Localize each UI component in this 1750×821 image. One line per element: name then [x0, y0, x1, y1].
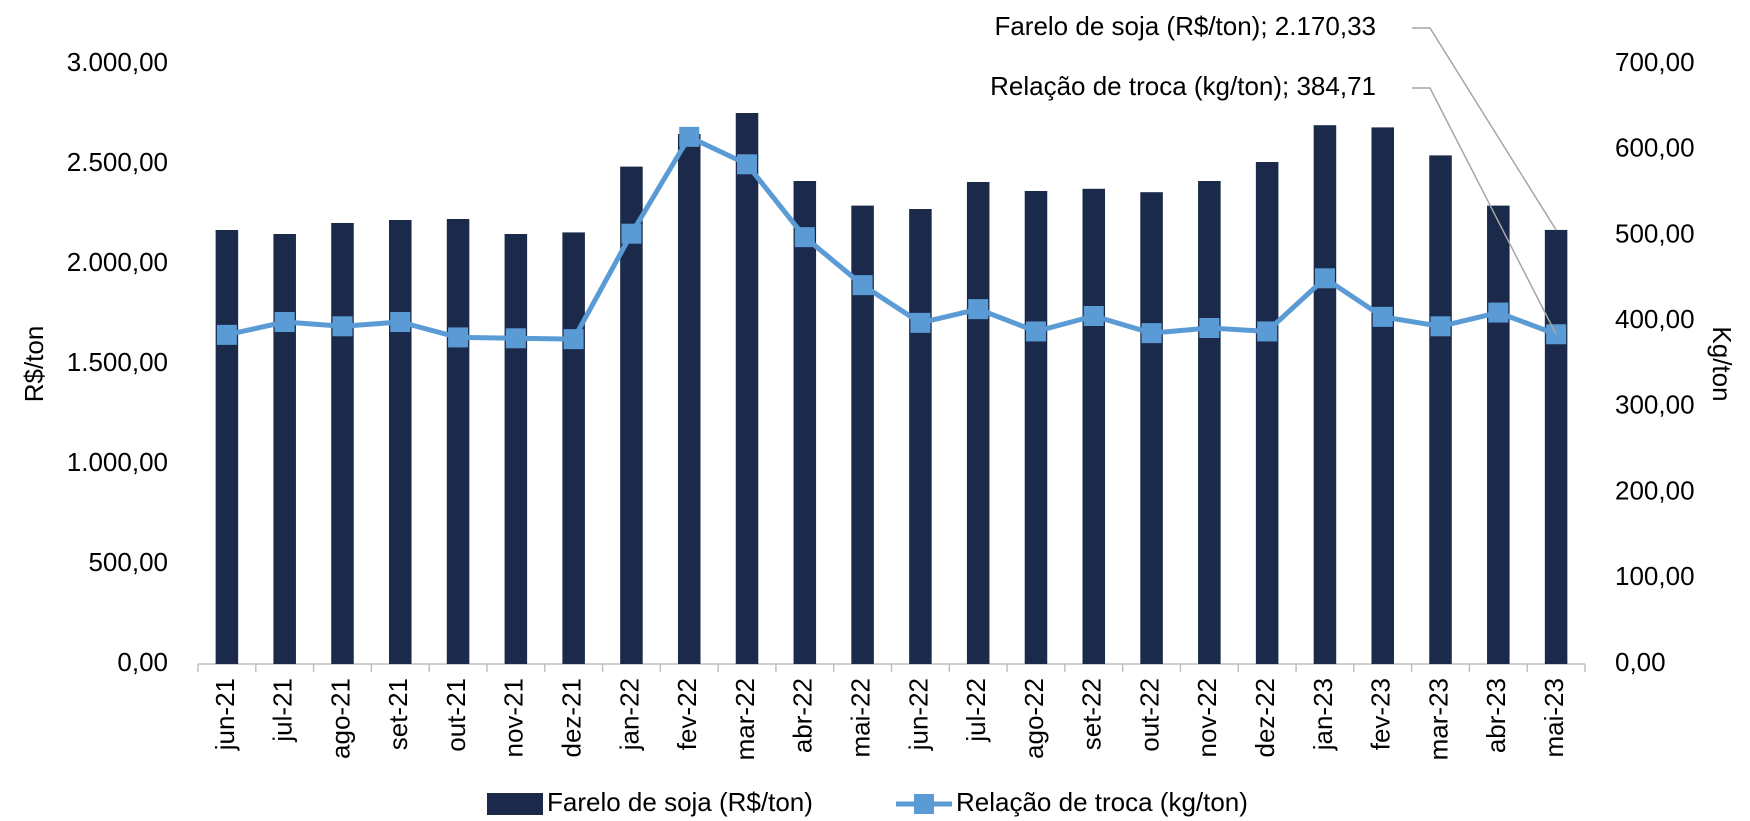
y-tick-label: 2.500,00: [67, 147, 168, 177]
bar: [331, 223, 354, 664]
x-tick-label: jul-22: [961, 678, 991, 743]
marker: [1488, 302, 1509, 323]
x-tick-label: jun-22: [903, 678, 933, 751]
bar: [446, 219, 470, 664]
marker: [679, 126, 700, 147]
bar: [1140, 192, 1163, 664]
marker: [1257, 321, 1278, 342]
legend-label: Farelo de soja (R$/ton): [547, 787, 813, 817]
bar: [677, 134, 701, 664]
bar: [1082, 188, 1106, 665]
y2-tick-label: 300,00: [1615, 390, 1695, 420]
y2-tick-label: 400,00: [1615, 304, 1695, 334]
bar: [215, 230, 239, 664]
y-tick-label: 2.000,00: [67, 247, 168, 277]
x-tick-label: dez-21: [557, 678, 587, 758]
annotation: Relação de troca (kg/ton); 384,71: [990, 71, 1376, 101]
y2-tick-label: 0,00: [1615, 647, 1666, 677]
x-tick-label: out-21: [441, 678, 471, 752]
x-tick-label: mai-23: [1539, 678, 1569, 757]
marker: [332, 316, 353, 337]
bar: [1255, 162, 1279, 664]
x-tick-label: ago-22: [1019, 678, 1049, 759]
legend-label: Relação de troca (kg/ton): [956, 787, 1248, 817]
bar: [793, 181, 817, 664]
y-tick-label: 500,00: [88, 547, 168, 577]
bar: [1429, 155, 1452, 664]
marker: [505, 328, 526, 349]
x-tick-label: abr-23: [1481, 678, 1511, 753]
marker: [1199, 318, 1220, 338]
leader-line: [1412, 27, 1557, 231]
x-tick-label: dez-22: [1250, 678, 1280, 758]
bar: [620, 166, 643, 664]
bar: [851, 205, 874, 664]
bar: [1371, 127, 1394, 664]
y2-tick-label: 700,00: [1615, 47, 1695, 77]
marker: [1430, 316, 1451, 337]
marker: [390, 312, 411, 332]
x-tick-label: set-21: [383, 678, 413, 750]
marker: [1083, 306, 1104, 326]
bar: [273, 234, 296, 664]
y-tick-label: 0,00: [117, 647, 168, 677]
bar: [1198, 181, 1221, 664]
bar: [389, 220, 412, 664]
y2-axis-title: Kg/ton: [1707, 326, 1737, 401]
marker: [563, 329, 584, 350]
line: [226, 134, 1557, 342]
x-tick-label: mar-23: [1423, 678, 1453, 760]
marker: [216, 324, 237, 345]
y2-tick-label: 200,00: [1615, 475, 1695, 505]
x-tick-label: fev-22: [672, 678, 702, 750]
marker: [968, 299, 989, 320]
x-tick-label: nov-22: [1192, 678, 1222, 758]
x-tick-label: jul-21: [268, 678, 298, 743]
marker: [621, 223, 642, 244]
marker: [910, 312, 931, 333]
y2-tick-label: 600,00: [1615, 133, 1695, 163]
y-tick-label: 1.000,00: [67, 447, 168, 477]
bar: [909, 209, 932, 664]
marker: [274, 312, 295, 332]
bar: [1024, 191, 1048, 664]
annotation: Farelo de soja (R$/ton); 2.170,33: [994, 11, 1376, 41]
x-tick-label: jan-23: [1308, 678, 1338, 751]
x-tick-label: nov-21: [499, 678, 529, 758]
bar: [966, 182, 990, 664]
marker: [794, 227, 815, 248]
leader-line: [1412, 87, 1557, 335]
y2-tick-label: 500,00: [1615, 218, 1695, 248]
x-tick-label: abr-22: [788, 678, 818, 753]
y-tick-label: 3.000,00: [67, 47, 168, 77]
marker: [1314, 268, 1335, 289]
x-tick-label: ago-21: [325, 678, 355, 759]
marker: [1025, 321, 1046, 342]
bar: [562, 232, 585, 664]
legend-swatch: [487, 793, 543, 815]
marker: [852, 275, 873, 296]
y-tick-label: 1.500,00: [67, 347, 168, 377]
marker: [737, 154, 758, 175]
x-tick-label: fev-23: [1366, 678, 1396, 750]
marker: [1372, 306, 1393, 327]
bar: [504, 234, 528, 664]
x-tick-label: set-22: [1077, 678, 1107, 750]
legend-marker: [914, 794, 934, 814]
bar: [735, 113, 759, 664]
y-axis-title: R$/ton: [19, 326, 49, 403]
x-tick-label: mar-22: [730, 678, 760, 760]
bar: [1487, 205, 1510, 664]
marker: [1141, 323, 1162, 344]
bar: [1544, 229, 1568, 664]
x-tick-label: mai-22: [845, 678, 875, 757]
bar: [1313, 125, 1337, 664]
x-tick-label: jan-22: [614, 678, 644, 751]
x-tick-label: jun-21: [210, 678, 240, 751]
y2-tick-label: 100,00: [1615, 561, 1695, 591]
x-tick-label: out-22: [1134, 678, 1164, 752]
marker: [448, 327, 469, 348]
